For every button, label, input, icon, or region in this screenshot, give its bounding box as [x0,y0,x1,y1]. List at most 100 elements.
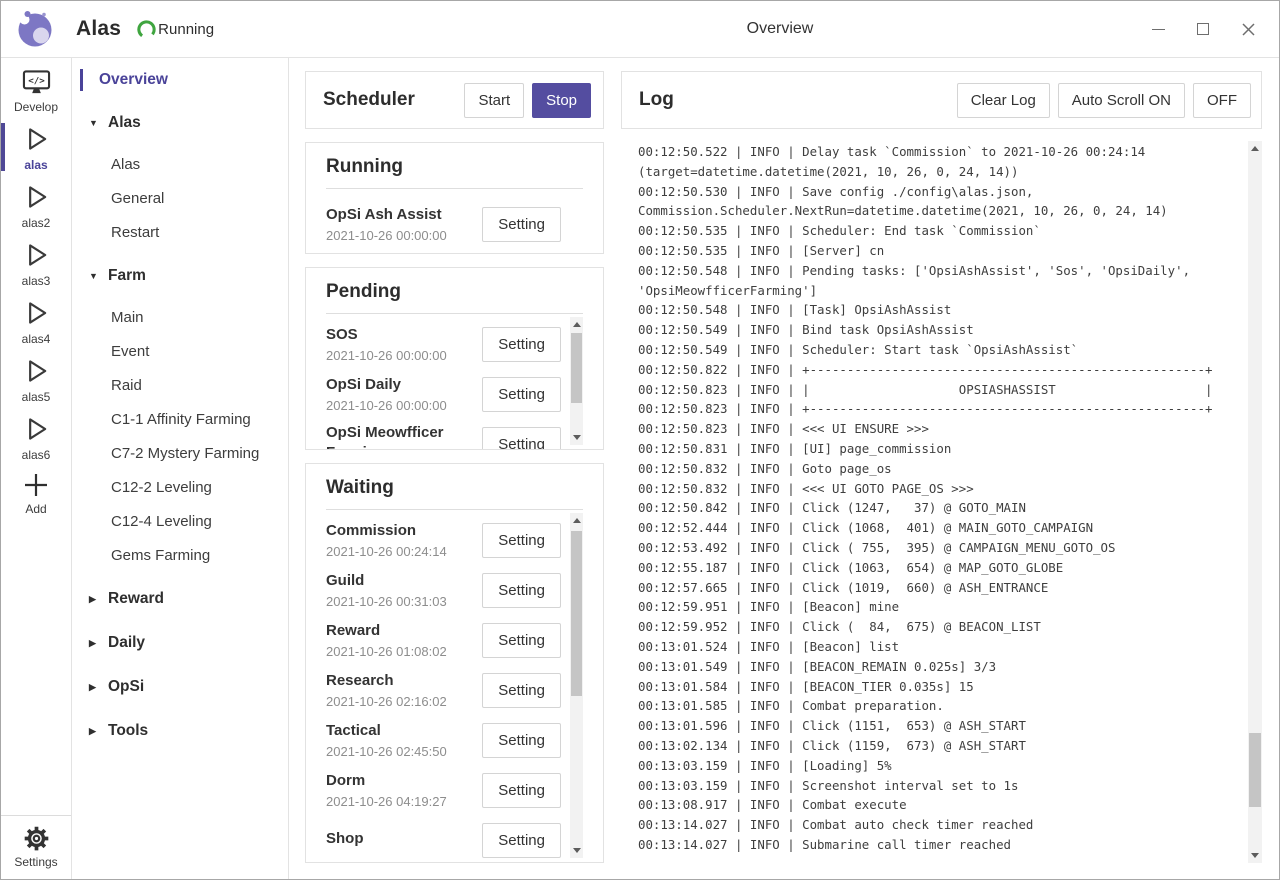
nav-item-restart[interactable]: Restart [111,223,160,241]
waiting-title: Waiting [326,477,394,498]
scroll-up-icon[interactable] [570,318,583,331]
rail-item-settings[interactable]: Settings [1,815,71,879]
nav-item-event[interactable]: Event [111,342,150,360]
setting-button[interactable]: Setting [482,206,561,242]
setting-button[interactable]: Setting [482,822,561,858]
waiting-task-list: Commission 2021-10-26 00:24:14 Setting G… [326,510,583,862]
task-time: 2021-10-26 00:24:14 [326,544,447,559]
rail-item-alas2[interactable]: alas2 [1,176,71,234]
pending-task-list: SOS 2021-10-26 00:00:00 Setting OpSi Dai… [326,314,583,449]
scrollbar-thumb[interactable] [571,531,582,696]
rail-item-alas6[interactable]: alas6 [1,408,71,466]
log-viewport[interactable]: 00:12:50.522 | INFO | Delay task `Commis… [621,141,1262,863]
log-text: 00:12:50.522 | INFO | Delay task `Commis… [638,144,1213,852]
svg-text:</>: </> [28,75,45,86]
plus-icon [25,473,47,496]
setting-button[interactable]: Setting [482,622,561,658]
task-row: Shop Setting [326,815,561,862]
setting-button[interactable]: Setting [482,426,561,449]
rail-item-label: alas [24,157,48,172]
rail-item-develop[interactable]: </> Develop [1,64,71,118]
setting-button[interactable]: Setting [482,722,561,758]
nav-item-c1-1-affinity-farming[interactable]: C1-1 Affinity Farming [111,410,251,428]
nav-item-general[interactable]: General [111,189,165,207]
minimize-icon[interactable] [1151,22,1165,36]
nav-item-alas[interactable]: Alas [111,155,141,173]
task-name: Guild [326,572,365,589]
play-icon [29,301,47,324]
task-name: Tactical [326,722,381,739]
nav-item-c12-4-leveling[interactable]: C12-4 Leveling [111,512,212,530]
running-card: Running OpSi Ash Assist 2021-10-26 00:00… [305,142,604,254]
setting-button[interactable]: Setting [482,572,561,608]
maximize-icon[interactable] [1196,22,1210,36]
nav-group-tools: ▶ Tools [72,714,288,748]
task-row: Tactical 2021-10-26 02:45:50 Setting [326,715,561,765]
rail-item-label: alas3 [21,273,51,288]
task-name: Dorm [326,772,366,789]
nav-item-gems-farming[interactable]: Gems Farming [111,546,211,564]
window-body: </> Develop alas alas2 alas3 [1,58,1279,879]
task-time: 2021-10-26 00:00:00 [326,228,447,243]
nav-group-label: Alas [108,114,141,131]
auto-scroll-off-button[interactable]: OFF [1193,82,1251,118]
scroll-up-icon[interactable] [1248,142,1262,155]
nav-item-c12-2-leveling[interactable]: C12-2 Leveling [111,478,212,496]
setting-button[interactable]: Setting [482,672,561,708]
rail-item-alas4[interactable]: alas4 [1,292,71,350]
scroll-down-icon[interactable] [1248,849,1262,862]
log-column: Log Clear Log Auto Scroll ON OFF 00:12:5… [619,58,1279,879]
pending-title: Pending [326,281,401,302]
play-icon [29,417,47,440]
scheduler-status-text: Running [158,20,215,38]
nav-group-header-alas[interactable]: ▼ Alas [72,106,288,140]
scrollbar-thumb[interactable] [571,333,582,403]
setting-button[interactable]: Setting [482,326,561,362]
rail-item-alas5[interactable]: alas5 [1,350,71,408]
rail-item-add[interactable]: Add [1,466,71,520]
nav-group-farm: ▼ Farm Main Event Raid C1-1 Affinity Far… [72,259,288,572]
task-time: 2021-10-26 01:08:02 [326,644,447,659]
nav-menu: Overview ▼ Alas Alas General Restart ▼ F… [72,58,289,879]
scroll-up-icon[interactable] [570,514,583,527]
nav-item-raid[interactable]: Raid [111,376,142,394]
develop-monitor-icon: </> [22,69,50,93]
nav-item-c7-2-mystery-farming[interactable]: C7-2 Mystery Farming [111,444,260,462]
scroll-down-icon[interactable] [570,844,583,857]
scrollbar-thumb[interactable] [1249,733,1261,807]
task-row: Commission 2021-10-26 00:24:14 Setting [326,515,561,565]
rail-item-alas3[interactable]: alas3 [1,234,71,292]
task-row: OpSi Meowfficer Farming Setting [326,419,561,449]
nav-group-header-tools[interactable]: ▶ Tools [72,714,288,748]
setting-button[interactable]: Setting [482,376,561,412]
rail-item-alas[interactable]: alas [1,118,71,176]
auto-scroll-on-button[interactable]: Auto Scroll ON [1057,82,1185,118]
nav-group-label: Daily [108,634,146,651]
start-button[interactable]: Start [464,82,525,118]
task-row: OpSi Daily 2021-10-26 00:00:00 Setting [326,369,561,419]
setting-button[interactable]: Setting [482,522,561,558]
gear-icon [24,826,48,851]
nav-group-header-reward[interactable]: ▶ Reward [72,582,288,616]
nav-group-daily: ▶ Daily [72,626,288,660]
task-row: OpSi Ash Assist 2021-10-26 00:00:00 Sett… [326,194,561,253]
nav-group-header-opsi[interactable]: ▶ OpSi [72,670,288,704]
setting-button[interactable]: Setting [482,772,561,808]
scroll-down-icon[interactable] [570,431,583,444]
nav-item-main[interactable]: Main [111,308,144,326]
chevron-down-icon: ▼ [89,271,98,281]
nav-item-overview[interactable]: Overview [72,64,288,96]
rail-item-label: alas6 [21,447,51,462]
pending-scrollbar [570,317,583,445]
task-name: SOS [326,326,358,343]
nav-group-header-farm[interactable]: ▼ Farm [72,259,288,293]
task-name: Shop [326,829,364,847]
clear-log-button[interactable]: Clear Log [956,82,1050,118]
task-row: Guild 2021-10-26 00:31:03 Setting [326,565,561,615]
task-row: SOS 2021-10-26 00:00:00 Setting [326,319,561,369]
running-task-list: OpSi Ash Assist 2021-10-26 00:00:00 Sett… [326,189,583,253]
nav-group-header-daily[interactable]: ▶ Daily [72,626,288,660]
close-icon[interactable] [1241,22,1255,36]
stop-button[interactable]: Stop [532,82,591,118]
